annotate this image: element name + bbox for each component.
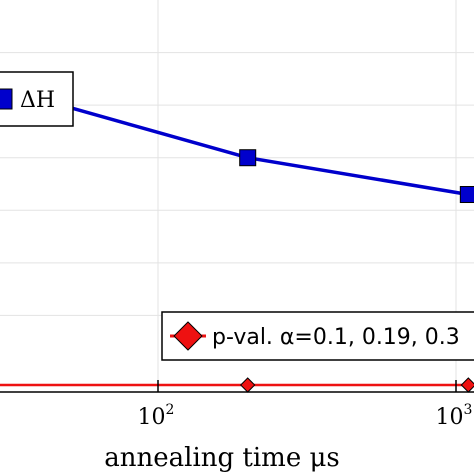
x-tick-label: 102 <box>138 402 175 430</box>
upper-grid <box>0 0 474 368</box>
lower-panel <box>0 368 474 393</box>
legend-p-val: p-val. α=0.1, 0.19, 0.3 <box>161 311 474 361</box>
legend-label: ΔH <box>20 88 55 113</box>
legend-delta-h: ΔH <box>0 71 74 127</box>
x-axis-ticks: 102 103 <box>138 380 473 430</box>
x-axis-label: annealing time μs <box>104 443 339 473</box>
data-point-square <box>459 186 474 204</box>
legend-diamond-marker <box>173 321 203 351</box>
upper-panel <box>0 0 474 368</box>
x-tick-label: 103 <box>436 402 473 430</box>
data-point-square <box>239 149 257 167</box>
legend-box <box>161 311 474 361</box>
series-p-val <box>0 377 474 393</box>
legend-square-marker <box>0 88 13 110</box>
legend-label: p-val. α=0.1, 0.19, 0.3 <box>212 325 460 350</box>
